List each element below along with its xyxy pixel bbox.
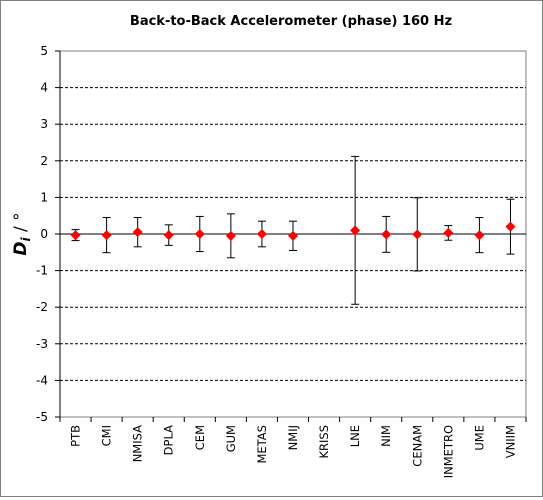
x-category-label: GUM — [224, 425, 238, 452]
data-point — [288, 230, 298, 241]
data-point — [70, 230, 81, 241]
y-tick-label: 5 — [40, 44, 48, 58]
y-tick-label: 0 — [40, 227, 48, 241]
data-point — [256, 229, 267, 239]
data-point — [474, 230, 485, 241]
y-tick-label: -3 — [36, 337, 48, 351]
x-category-label: CMI — [100, 425, 114, 446]
x-category-label: CENAM — [410, 425, 424, 467]
data-point — [101, 230, 112, 241]
x-category-label: KRISS — [317, 425, 331, 459]
y-axis-ticks: 5 4 3 2 1 0 -1 -2 -3 -4 -5 — [36, 44, 60, 424]
data-point — [132, 227, 143, 238]
data-point — [443, 227, 454, 238]
data-point — [412, 229, 423, 240]
error-bars — [71, 155, 515, 305]
x-category-label: NIM — [379, 425, 393, 447]
x-category-label: PTB — [69, 425, 83, 447]
data-point — [350, 225, 361, 236]
x-category-label: VNIIM — [503, 425, 517, 458]
data-point — [381, 229, 392, 240]
y-axis-label-main: D — [11, 242, 31, 256]
y-axis-label-subscript: i — [19, 237, 33, 242]
x-category-label: INMETRO — [441, 425, 455, 478]
x-category-label: UME — [472, 425, 486, 451]
y-tick-label: -2 — [36, 300, 48, 314]
y-tick-label: -1 — [36, 264, 48, 278]
x-axis-ticks: PTB CMI NMISA DPLA CEM GUM METAS NMIJ KRISS LNE NI… — [59, 417, 527, 478]
y-tick-label: 1 — [40, 190, 48, 204]
data-point — [194, 229, 205, 239]
y-tick-label: 2 — [40, 154, 48, 168]
y-axis-label: Di / ° — [11, 212, 33, 255]
gridlines — [60, 87, 526, 381]
data-point — [163, 230, 174, 241]
x-category-label: METAS — [255, 425, 269, 464]
y-axis-label-unit: / ° — [11, 212, 31, 237]
x-category-label: CEM — [193, 425, 207, 450]
x-category-label: NMIJ — [286, 425, 300, 450]
x-category-label: DPLA — [162, 425, 176, 455]
x-category-label: LNE — [348, 425, 362, 447]
data-points — [70, 221, 516, 241]
y-tick-label: 4 — [40, 81, 48, 95]
y-tick-label: -5 — [36, 410, 48, 424]
y-tick-label: 3 — [40, 117, 48, 131]
y-tick-label: -4 — [36, 373, 48, 387]
data-point — [505, 221, 516, 232]
x-category-label: NMISA — [131, 425, 145, 462]
chart-title: Back-to-Back Accelerometer (phase) 160 H… — [130, 14, 452, 29]
data-point — [225, 230, 236, 241]
